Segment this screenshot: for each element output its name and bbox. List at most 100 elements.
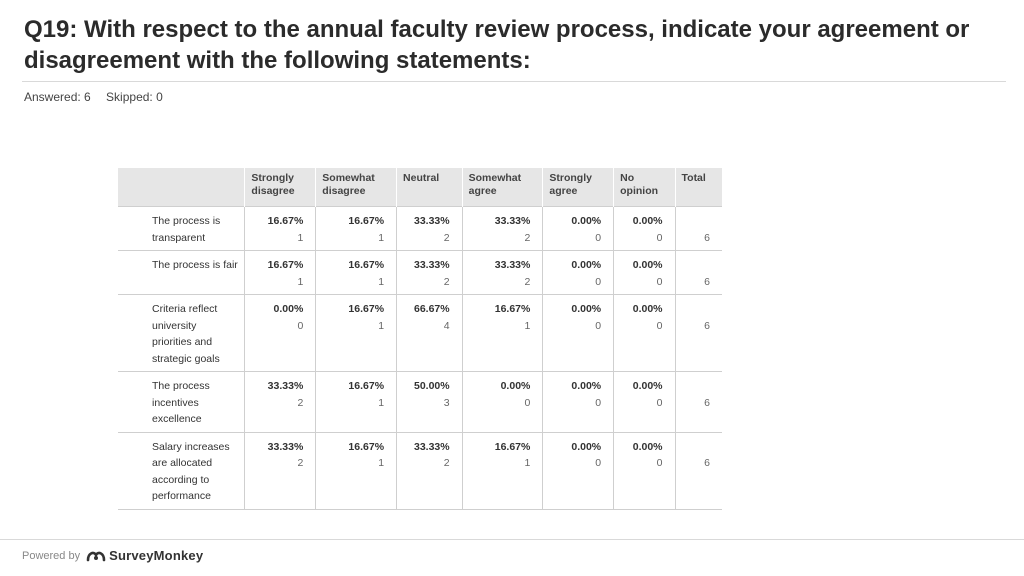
- response-count: 1: [378, 457, 385, 469]
- surveymonkey-brand[interactable]: SurveyMonkey: [86, 548, 203, 563]
- percentage-value: 33.33%: [267, 440, 304, 453]
- response-cell: 16.67% 1: [244, 250, 316, 295]
- percentage-value: 0.00%: [571, 440, 602, 453]
- response-cell: 16.67% 1: [315, 206, 397, 251]
- response-cell: 0.00% 0: [613, 371, 676, 432]
- percentage-value: 16.67%: [494, 440, 531, 453]
- response-cell: 0.00% 0: [542, 371, 614, 432]
- column-header: No opinion: [613, 168, 676, 207]
- row-label: The process incentives excellence: [118, 371, 245, 432]
- title-divider: [22, 81, 1006, 82]
- response-count: 2: [297, 396, 304, 409]
- response-count: 2: [297, 457, 304, 469]
- response-count: 0: [656, 319, 663, 332]
- response-cell: 33.33% 2: [461, 250, 543, 295]
- percentage-value: 33.33%: [414, 440, 450, 453]
- response-count: 2: [443, 231, 450, 244]
- question-title: Q19: With respect to the annual faculty …: [24, 16, 970, 74]
- brand-name: SurveyMonkey: [109, 548, 204, 563]
- table-header-row: Strongly disagree Somewhat disagree Neut…: [118, 168, 722, 207]
- percentage-value: 33.33%: [414, 259, 450, 271]
- surveymonkey-logo-icon: [86, 551, 106, 561]
- response-count: 0: [595, 457, 602, 469]
- response-count: 2: [443, 275, 450, 288]
- response-count: 1: [378, 319, 385, 332]
- table-row: The process incentives excellence 33.33% 2…: [118, 371, 722, 432]
- response-cell: 33.33% 2: [396, 206, 463, 251]
- percentage-value: 0.00%: [571, 215, 602, 227]
- results-table: Strongly disagree Somewhat disagree Neut…: [118, 168, 722, 510]
- table-row: Salary increases are allocated according…: [118, 431, 722, 510]
- response-count: 1: [378, 396, 385, 409]
- response-cell: 33.33% 2: [396, 431, 463, 510]
- column-header: Somewhat disagree: [315, 168, 397, 207]
- response-count: 1: [297, 231, 304, 244]
- table-row: Criteria reflect university priorities a…: [118, 294, 722, 372]
- percentage-value: 0.00%: [632, 259, 663, 271]
- response-cell: 33.33% 2: [244, 431, 316, 510]
- powered-by-label: Powered by: [22, 549, 81, 562]
- response-stats: Answered: 6 Skipped: 0: [24, 90, 175, 104]
- percentage-value: 66.67%: [414, 303, 450, 315]
- percentage-value: 16.67%: [348, 440, 385, 453]
- column-header: Total: [674, 168, 722, 207]
- footer: Powered by SurveyMonkey: [22, 548, 203, 563]
- response-count: 0: [595, 396, 602, 409]
- response-cell: 0.00% 0: [542, 431, 614, 510]
- response-cell: 66.67% 4: [396, 294, 463, 372]
- percentage-value: 16.67%: [267, 259, 304, 271]
- response-cell: 16.67% 1: [244, 206, 316, 251]
- percentage-value: 33.33%: [267, 380, 304, 392]
- percentage-value: 33.33%: [494, 259, 531, 271]
- percentage-value: 0.00%: [571, 303, 602, 315]
- response-cell: 16.67% 1: [461, 294, 543, 372]
- response-cell: 0.00% 0: [461, 371, 543, 432]
- response-count: 1: [378, 231, 385, 244]
- column-header: Neutral: [396, 168, 463, 207]
- table-row: The process is fair 16.67% 1 16.67% 1 33.33% 2…: [118, 250, 722, 295]
- percentage-value: 16.67%: [348, 259, 385, 271]
- row-label: The process is transparent: [118, 206, 245, 251]
- response-cell: 0.00% 0: [244, 294, 316, 372]
- percentage-value: 33.33%: [494, 215, 531, 227]
- row-total: 6: [704, 231, 710, 244]
- row-total: 6: [704, 396, 710, 409]
- response-cell: 0.00% 0: [613, 206, 676, 251]
- row-total: 6: [704, 319, 710, 332]
- percentage-value: 16.67%: [348, 380, 385, 392]
- percentage-value: 50.00%: [414, 380, 450, 392]
- response-count: 0: [656, 231, 663, 244]
- row-total-cell: 6: [674, 206, 722, 251]
- response-count: 4: [443, 319, 450, 332]
- percentage-value: 33.33%: [414, 215, 450, 227]
- response-cell: 0.00% 0: [613, 250, 676, 295]
- percentage-value: 0.00%: [571, 259, 602, 271]
- response-cell: 0.00% 0: [542, 294, 614, 372]
- column-header: Strongly disagree: [244, 168, 316, 207]
- percentage-value: 16.67%: [348, 215, 385, 227]
- row-total-cell: 6: [674, 431, 722, 510]
- response-cell: 16.67% 1: [315, 294, 397, 372]
- table-body: The process is transparent 16.67% 1 16.67% 1…: [118, 206, 722, 510]
- response-count: 0: [656, 457, 663, 469]
- response-cell: 33.33% 2: [396, 250, 463, 295]
- response-count: 1: [524, 319, 531, 332]
- response-cell: 16.67% 1: [315, 371, 397, 432]
- response-cell: 50.00% 3: [396, 371, 463, 432]
- percentage-value: 16.67%: [267, 215, 304, 227]
- column-header: Somewhat agree: [461, 168, 543, 207]
- row-total-cell: 6: [674, 250, 722, 295]
- column-header: Strongly agree: [542, 168, 614, 207]
- percentage-value: 16.67%: [348, 303, 385, 315]
- response-count: 0: [595, 275, 602, 288]
- row-header-blank: [118, 168, 245, 207]
- response-count: 2: [524, 231, 531, 244]
- row-label: Salary increases are allocated according…: [118, 431, 245, 510]
- response-cell: 33.33% 2: [461, 206, 543, 251]
- response-count: 0: [524, 396, 531, 409]
- response-count: 3: [443, 396, 450, 409]
- response-count: 1: [297, 275, 304, 288]
- response-count: 1: [524, 457, 531, 469]
- percentage-value: 0.00%: [273, 303, 304, 315]
- response-cell: 0.00% 0: [613, 294, 676, 372]
